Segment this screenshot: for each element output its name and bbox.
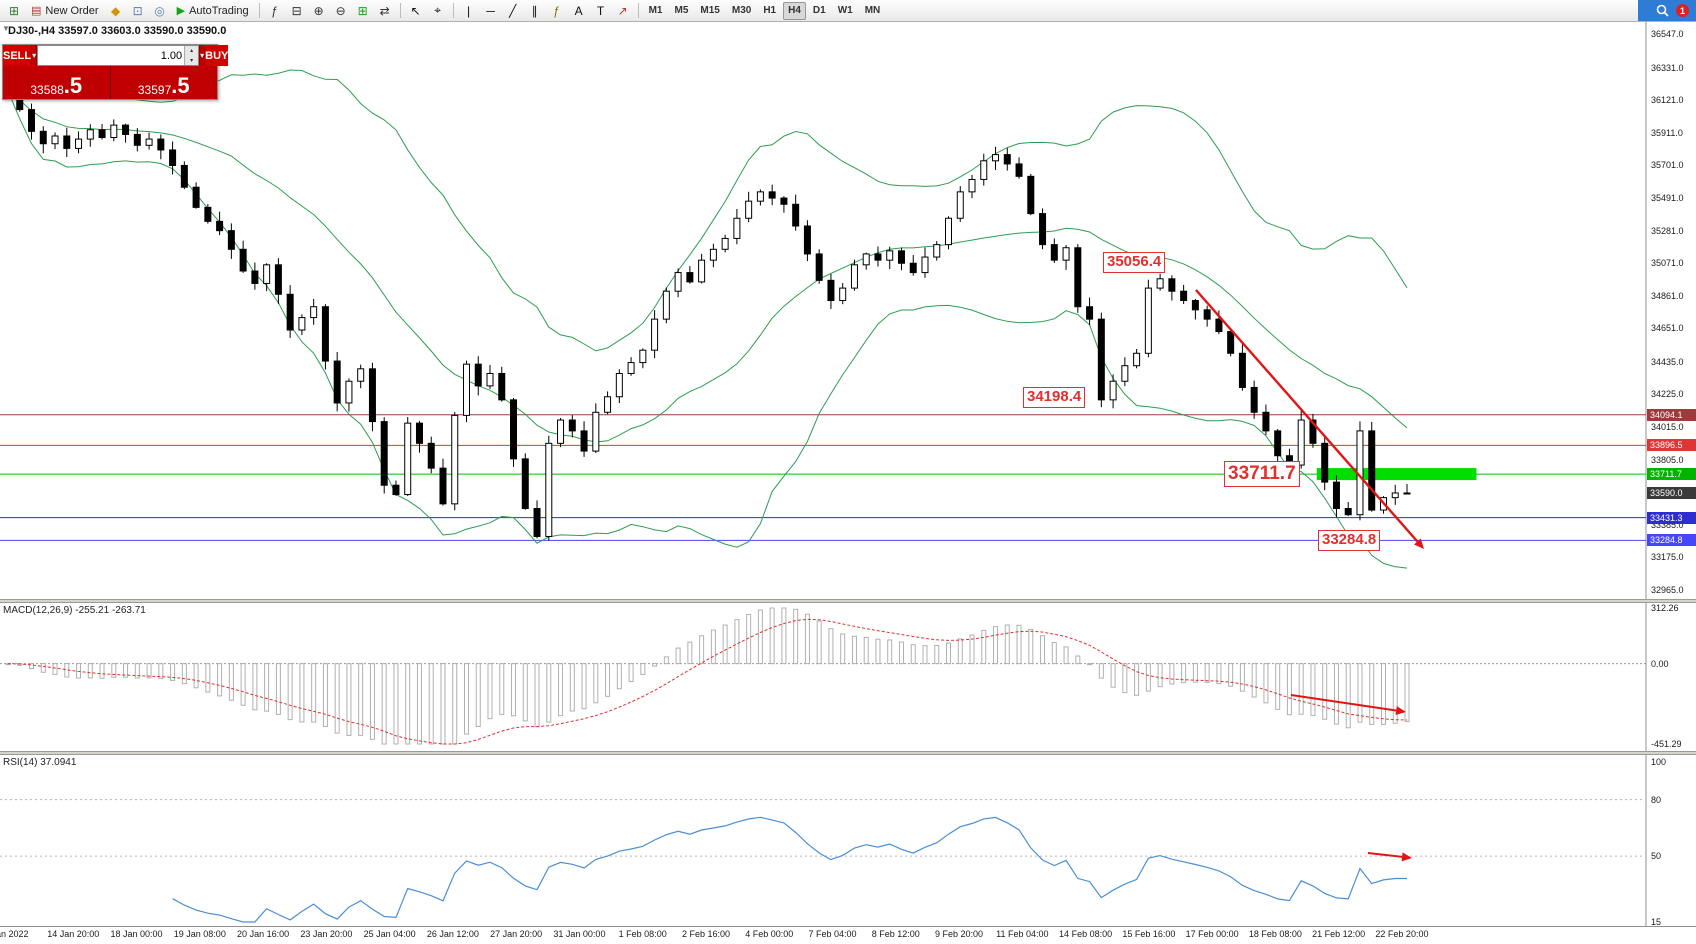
about-icon[interactable]: ◎ (154, 3, 165, 18)
notification-badge[interactable]: 1 (1676, 4, 1689, 17)
timeframe-button-h1[interactable]: H1 (763, 5, 777, 16)
toolbar-separator (452, 3, 454, 18)
sell-dropdown-icon[interactable]: ▾ (31, 45, 38, 66)
rsi-line (172, 816, 1407, 923)
timeframe-button-m15[interactable]: M15 (700, 5, 720, 16)
bollinger-lower-band (7, 90, 1408, 569)
zoom-in-icon[interactable]: ⊕ (313, 3, 324, 18)
toolbar-separator (399, 3, 401, 18)
rsi-panel-splitter[interactable] (0, 751, 1696, 755)
trend-arrow[interactable] (1195, 289, 1424, 549)
new-order-icon: ▤ (31, 5, 42, 17)
arrow-objects-icon[interactable]: ↗ (617, 3, 628, 18)
price-divider (109, 66, 111, 99)
cursor-icon[interactable]: ↖ (410, 3, 421, 18)
sell-button[interactable]: SELL (3, 45, 32, 66)
zoom-out-icon[interactable]: ⊖ (335, 3, 346, 18)
price-axis[interactable] (1646, 22, 1696, 926)
text-icon[interactable]: A (574, 3, 583, 18)
timeframe-button-h4[interactable]: H4 (783, 1, 806, 20)
sell-price-pips: .5 (63, 73, 83, 99)
timeframe-button-m5[interactable]: M5 (674, 5, 689, 16)
candles (4, 81, 1411, 541)
toolbar-separator (258, 3, 260, 18)
search-icon[interactable] (1656, 4, 1669, 17)
new-order-button[interactable]: ▤ New Order (25, 2, 105, 20)
toolbar-right: 1 (1638, 0, 1696, 21)
one-click-trading-toggle[interactable]: ▼ (2, 24, 10, 33)
equidistant-channel-icon[interactable]: ∥ (531, 3, 538, 18)
timeframe-button-w1[interactable]: W1 (837, 5, 853, 16)
macd-panel-splitter[interactable] (0, 599, 1696, 603)
price-annotation[interactable]: 35056.4 (1103, 252, 1166, 273)
autotrading-button-label: AutoTrading (189, 4, 249, 17)
timeframe-button-mn[interactable]: MN (864, 5, 881, 16)
price-annotation[interactable]: 33711.7 (1224, 461, 1300, 487)
expert-advisors-icon[interactable]: ◆ (110, 3, 121, 18)
toolbar-separator (637, 3, 639, 18)
timeframe-button-d1[interactable]: D1 (812, 5, 826, 16)
volume-decrease-button[interactable]: ▾ (185, 55, 199, 65)
objects-list-icon[interactable]: ⊟ (291, 3, 302, 18)
one-click-trading-widget: SELL ▾ ▴ ▾ ▾ BUY 33588.5 33597.5 (2, 44, 229, 100)
macd-signal-line (7, 618, 1408, 745)
new-chart-icon[interactable]: ⊞ (8, 3, 20, 18)
macd-histogram (5, 607, 1410, 745)
fibonacci-icon[interactable]: ƒ (553, 3, 560, 18)
crosshair-icon[interactable]: ⌖ (434, 3, 441, 17)
trendline-icon[interactable]: ╱ (508, 3, 517, 18)
autotrading-icon: ▶ (176, 5, 186, 17)
autotrading-button[interactable]: ▶ AutoTrading (171, 2, 255, 20)
price-annotation[interactable]: 34198.4 (1023, 387, 1086, 408)
toolbar-items: ⊞ ▤ New Order ◆ ⊡ ◎ ▶ AutoTrading ƒ ⊟ ⊕ ⊖ ⊞ ⇄ ↖ ⌖ | ─ ╱ ∥ ƒ A… (3, 0, 886, 21)
sell-price[interactable]: 33588.5 (3, 73, 110, 99)
tile-windows-icon[interactable]: ⊞ (357, 3, 368, 18)
vertical-line-icon[interactable]: | (467, 3, 471, 18)
print-icon[interactable]: ⊡ (132, 3, 143, 18)
macd-indicator-label: MACD(12,26,9) -255.21 -263.71 (3, 605, 146, 616)
buy-price-main: 33597 (137, 83, 172, 97)
timeframe-button-m30[interactable]: M30 (731, 5, 752, 16)
buy-dropdown-icon[interactable]: ▾ (199, 45, 206, 66)
bollinger-middle-band (7, 90, 1408, 443)
timeframe-button-m1[interactable]: M1 (648, 5, 663, 16)
indicators-icon[interactable]: ƒ (271, 3, 278, 18)
buy-button[interactable]: BUY (205, 45, 229, 66)
highlight-zone[interactable] (1316, 468, 1477, 481)
macd-trend-arrow[interactable] (1290, 694, 1406, 715)
chart-shift-icon[interactable]: ⇄ (379, 3, 390, 18)
sell-price-main: 33588 (30, 83, 64, 97)
toolbar: ⊞ ▤ New Order ◆ ⊡ ◎ ▶ AutoTrading ƒ ⊟ ⊕ ⊖ ⊞ ⇄ ↖ ⌖ | ─ ╱ ∥ ƒ A… (0, 0, 1696, 22)
bollinger-upper-band (7, 69, 1408, 352)
buy-price-pips: .5 (171, 73, 190, 99)
chart-header: DJ30-,H4 33597.0 33603.0 33590.0 33590.0 (8, 25, 227, 37)
new-order-button-label: New Order (45, 4, 99, 17)
rsi-indicator-label: RSI(14) 37.0941 (3, 757, 77, 768)
horizontal-line-icon[interactable]: ─ (486, 3, 495, 18)
text-label-icon[interactable]: T (596, 3, 605, 18)
time-axis[interactable] (0, 926, 1696, 944)
rsi-trend-arrow[interactable] (1367, 852, 1412, 862)
price-annotation[interactable]: 33284.8 (1318, 530, 1381, 551)
volume-increase-button[interactable]: ▴ (185, 46, 199, 56)
buy-price[interactable]: 33597.5 (111, 73, 218, 99)
volume-input[interactable] (38, 46, 185, 65)
